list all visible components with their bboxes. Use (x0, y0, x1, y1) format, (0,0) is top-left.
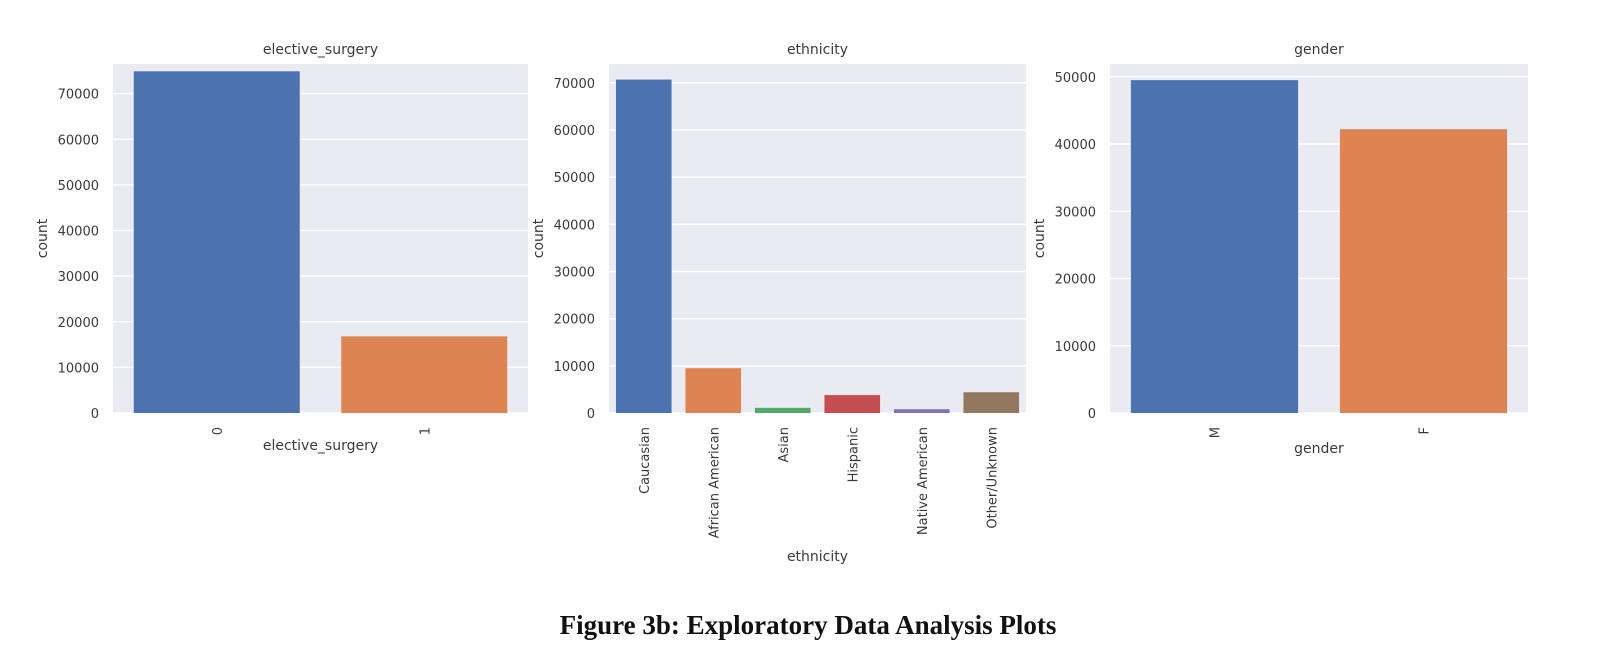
charts-canvas: 0 10000 20000 30000 40000 50000 60000 70000 0 1 el… (35, 42, 1528, 565)
x-tick-label: 0 (211, 427, 226, 435)
bar (615, 79, 672, 414)
x-tick-label: Hispanic (846, 427, 861, 482)
y-tick-label: 70000 (58, 88, 99, 103)
x-tick-label: 1 (418, 427, 433, 435)
x-tick-label: M (1209, 427, 1224, 438)
x-tick-label: African American (707, 427, 722, 538)
bar (824, 395, 881, 413)
y-tick-label: 50000 (58, 179, 99, 194)
y-tick-label: 50000 (1055, 71, 1096, 86)
chart-title: gender (1294, 42, 1344, 58)
chart-title: ethnicity (787, 42, 848, 58)
y-tick-label: 40000 (1055, 138, 1096, 153)
y-tick-label: 0 (587, 407, 595, 422)
y-tick-label: 60000 (58, 133, 99, 148)
bar (1130, 80, 1299, 413)
y-axis-label: count (1032, 218, 1048, 258)
y-tick-label: 30000 (554, 266, 595, 281)
y-tick-label: 20000 (554, 313, 595, 328)
y-tick-label: 20000 (1055, 273, 1096, 288)
y-axis-label: count (531, 218, 547, 258)
bar (893, 409, 950, 413)
figure-caption: Figure 3b: Exploratory Data Analysis Plo… (559, 610, 1057, 640)
y-tick-label: 30000 (58, 270, 99, 285)
y-axis-label: count (35, 218, 51, 258)
bar (754, 407, 811, 413)
y-tick-label: 30000 (1055, 205, 1096, 220)
x-axis-label: elective_surgery (263, 438, 378, 454)
plot-background (609, 64, 1026, 413)
y-tick-label: 60000 (554, 124, 595, 139)
x-tick-label: Native American (916, 427, 931, 535)
y-tick-label: 10000 (1055, 340, 1096, 355)
x-axis-label: gender (1294, 441, 1344, 457)
bar (1339, 129, 1508, 413)
y-tick-label: 40000 (58, 225, 99, 240)
y-tick-label: 40000 (554, 218, 595, 233)
x-tick-label: F (1418, 427, 1433, 434)
y-tick-label: 20000 (58, 316, 99, 331)
x-tick-label: Caucasian (638, 427, 653, 494)
bar (133, 71, 300, 413)
y-tick-label: 70000 (554, 77, 595, 92)
bar (341, 336, 508, 413)
y-tick-label: 10000 (554, 360, 595, 375)
x-tick-label: Asian (777, 427, 792, 462)
x-tick-label: Other/Unknown (985, 427, 1000, 529)
y-tick-label: 0 (91, 407, 99, 422)
chart-title: elective_surgery (263, 42, 378, 58)
y-tick-label: 50000 (554, 171, 595, 186)
x-axis-label: ethnicity (787, 549, 848, 565)
bar (963, 392, 1020, 413)
y-tick-label: 0 (1088, 407, 1096, 422)
y-tick-label: 10000 (58, 361, 99, 376)
bar (685, 368, 742, 413)
